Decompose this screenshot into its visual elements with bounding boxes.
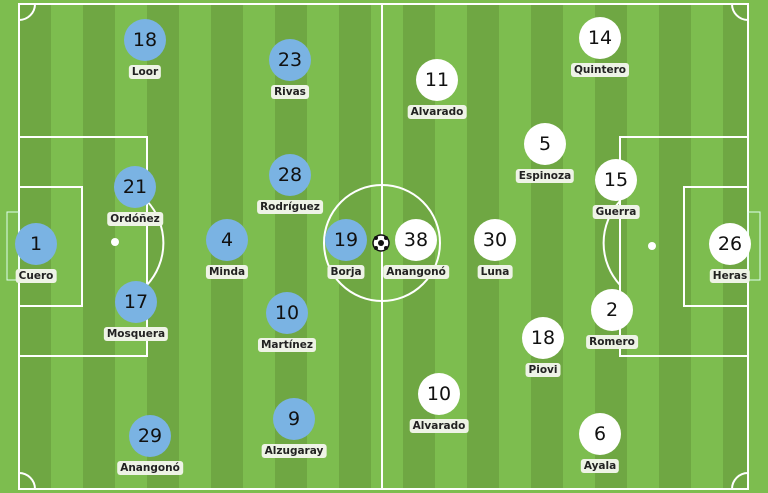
player-number: 18 (124, 19, 166, 61)
pitch-stripe (179, 4, 211, 489)
player-name: Romero (586, 335, 638, 349)
player-name: Anangonó (117, 461, 183, 475)
player-number: 5 (524, 123, 566, 165)
player-number: 4 (206, 219, 248, 261)
player-name: Alzugaray (261, 444, 327, 458)
pitch-stripe (563, 4, 595, 489)
player-name: Cuero (15, 269, 57, 283)
player-name: Rivas (271, 85, 309, 99)
player-number: 9 (273, 398, 315, 440)
player-name: Ordóñez (107, 212, 163, 226)
player-number: 26 (709, 223, 751, 265)
pitch-stripe (243, 4, 275, 489)
player-name: Anangonó (383, 265, 449, 279)
player-number: 10 (418, 373, 460, 415)
player-number: 17 (115, 281, 157, 323)
player-name: Minda (205, 265, 249, 279)
soccer-ball-icon (372, 234, 390, 252)
player-name: Espinoza (515, 169, 575, 183)
player-name: Quintero (570, 63, 630, 77)
player-name: Rodríguez (257, 200, 323, 214)
player-number: 23 (269, 39, 311, 81)
player-number: 30 (474, 219, 516, 261)
pitch-stripe (595, 4, 627, 489)
player-name: Mosquera (103, 327, 169, 341)
player-number: 2 (591, 289, 633, 331)
pitch-stripe (115, 4, 147, 489)
player-number: 38 (395, 219, 437, 261)
player-name: Borja (327, 265, 365, 279)
player-number: 10 (266, 292, 308, 334)
player-number: 1 (15, 223, 57, 265)
player-name: Martínez (257, 338, 317, 352)
player-name: Heras (709, 269, 751, 283)
center-circle (323, 184, 441, 302)
pitch-stripe (531, 4, 563, 489)
player-number: 6 (579, 413, 621, 455)
player-number: 29 (129, 415, 171, 457)
left-penalty-arc (146, 200, 165, 286)
player-number: 28 (269, 154, 311, 196)
player-number: 11 (416, 59, 458, 101)
player-number: 14 (579, 17, 621, 59)
player-name: Piovi (525, 363, 561, 377)
player-name: Ayala (580, 459, 620, 473)
player-name: Alvarado (409, 419, 469, 433)
player-name: Guerra (592, 205, 640, 219)
player-number: 15 (595, 159, 637, 201)
player-number: 19 (325, 219, 367, 261)
player-number: 18 (522, 317, 564, 359)
pitch-stripe (83, 4, 115, 489)
player-name: Alvarado (407, 105, 467, 119)
player-name: Loor (128, 65, 162, 79)
pitch-stripe (659, 4, 691, 489)
player-name: Luna (477, 265, 513, 279)
player-number: 21 (114, 166, 156, 208)
